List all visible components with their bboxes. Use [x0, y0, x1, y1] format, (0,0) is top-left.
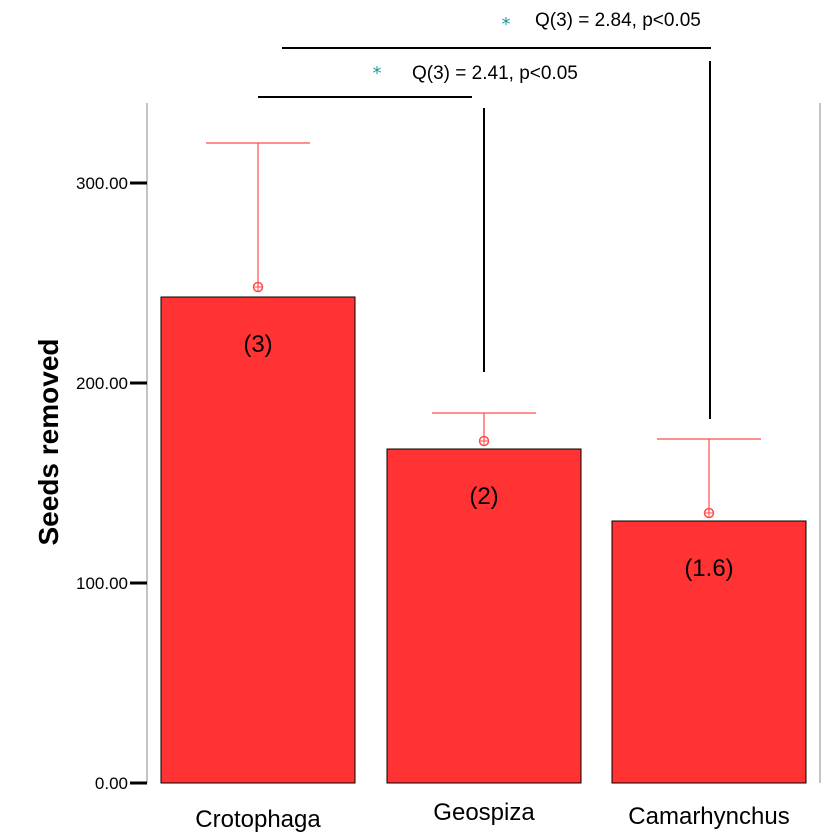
y-tick-label: 200.00: [76, 374, 128, 393]
bar: [611, 520, 807, 784]
plot-frame: [146, 103, 821, 783]
bar-value-label: (3): [243, 331, 272, 358]
bar: [386, 448, 582, 784]
significance-text-1: Q(3) = 2.41, p<0.05: [412, 63, 578, 84]
significance-annotations: * Q(3) = 2.41, p<0.05 * Q(3) = 2.84, p<0.05: [258, 10, 711, 419]
x-category-label: Camarhynchus: [628, 803, 789, 830]
x-category-label: Geospiza: [433, 799, 535, 826]
y-axis: 0.00 100.00 200.00 300.00: [76, 174, 147, 793]
y-tick-label: 100.00: [76, 574, 128, 593]
bar: [160, 296, 356, 784]
y-tick-label: 0.00: [95, 774, 128, 793]
bars: (3) (2) (1.6): [160, 142, 807, 784]
significance-star-1: *: [373, 63, 382, 84]
x-category-label: Crotophaga: [195, 806, 321, 833]
y-axis-label: Seeds removed: [33, 339, 64, 546]
significance-text-2: Q(3) = 2.84, p<0.05: [535, 10, 701, 31]
significance-star-2: *: [502, 14, 511, 35]
x-axis-categories: Crotophaga Geospiza Camarhynchus: [195, 799, 789, 833]
bar-value-label: (2): [469, 483, 498, 510]
y-tick-label: 300.00: [76, 174, 128, 193]
bar-value-label: (1.6): [684, 555, 733, 582]
